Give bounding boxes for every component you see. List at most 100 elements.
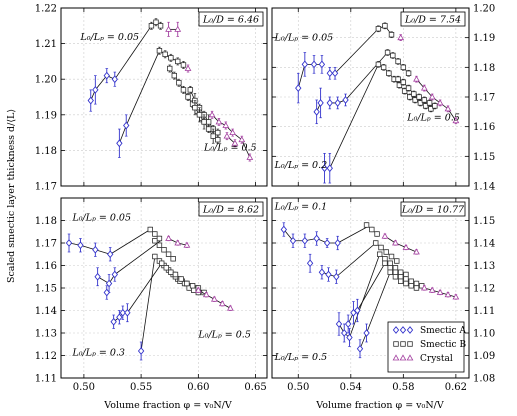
data-point xyxy=(375,61,382,68)
data-point xyxy=(289,236,297,245)
legend-marker xyxy=(393,341,399,347)
series-4-SmA xyxy=(335,312,353,347)
data-point xyxy=(77,241,84,250)
plot-area xyxy=(65,226,234,361)
data-point xyxy=(333,272,340,281)
data-point xyxy=(344,320,352,328)
data-point xyxy=(137,347,145,355)
data-point xyxy=(398,269,404,275)
data-point xyxy=(400,64,407,71)
transition-line xyxy=(337,226,367,244)
y-tick-label: 1.17 xyxy=(35,239,57,250)
data-point xyxy=(413,248,420,255)
y-tick-label: 1.09 xyxy=(473,351,495,362)
data-point xyxy=(168,269,174,275)
data-point xyxy=(184,64,192,71)
data-point xyxy=(124,308,131,317)
data-point xyxy=(215,129,221,136)
transition-line xyxy=(357,263,386,311)
data-point xyxy=(420,84,428,91)
legend-marker xyxy=(392,326,400,334)
data-point xyxy=(189,283,196,289)
data-point xyxy=(341,329,348,337)
data-point xyxy=(395,76,401,82)
data-point xyxy=(335,320,343,328)
panel-2: 1.14 1.15 1.16 1.17 1.18 1.19 1.20 L₀/Lₚ = 0.05… xyxy=(271,4,495,193)
data-point xyxy=(210,133,216,139)
data-point xyxy=(421,97,428,103)
data-point xyxy=(295,84,302,93)
grid xyxy=(61,7,267,187)
data-point xyxy=(378,244,384,251)
y-tick-label: 1.11 xyxy=(473,306,495,317)
data-point xyxy=(417,100,424,106)
data-point xyxy=(334,239,341,247)
y-tick-label: 1.15 xyxy=(473,216,495,227)
data-point xyxy=(202,291,210,298)
data-point xyxy=(452,293,460,300)
data-point xyxy=(408,278,414,284)
series-line xyxy=(97,274,116,285)
data-point xyxy=(94,272,101,281)
x-tick-label: 0.55 xyxy=(130,382,152,393)
data-point xyxy=(156,242,163,248)
annotation: L₀/Lₚ = 0.05 xyxy=(274,33,334,44)
x-axis-label-left: Volume fraction φ = v₀N/V xyxy=(103,400,232,411)
panel-label-box xyxy=(198,201,264,217)
data-point xyxy=(346,333,353,342)
panel-label: L₀/D = 8.62 xyxy=(202,205,259,216)
data-point xyxy=(382,256,388,262)
data-point xyxy=(428,106,434,112)
annotation: L₀/Lₚ = 0.2 xyxy=(274,160,328,171)
legend-marker xyxy=(392,354,400,361)
data-point xyxy=(165,251,172,257)
series-11-Cr xyxy=(413,75,460,125)
data-point xyxy=(165,234,172,241)
legend: Smectic A Smectic B Crystal xyxy=(387,321,466,373)
series-line xyxy=(359,332,367,349)
data-point xyxy=(180,87,187,93)
data-point xyxy=(223,132,231,139)
data-point xyxy=(392,265,399,271)
annotation: L₀/Lₚ = 0.5 xyxy=(274,352,328,363)
data-point xyxy=(161,247,167,253)
data-point xyxy=(192,104,198,111)
y-tick-label: 1.08 xyxy=(473,374,495,385)
data-point xyxy=(387,269,393,275)
series-2-SmA xyxy=(94,267,118,293)
series-10-Cr xyxy=(208,110,254,162)
y-tick-label: 1.17 xyxy=(35,182,57,193)
data-point xyxy=(397,34,405,41)
data-point xyxy=(116,313,123,322)
data-point xyxy=(428,93,436,100)
y-tick-label: 1.11 xyxy=(35,374,57,385)
transition-line xyxy=(110,229,151,255)
series-5-SmA xyxy=(344,298,361,334)
data-point xyxy=(413,285,420,291)
series-6-Cr xyxy=(184,64,192,73)
data-point xyxy=(436,288,444,295)
data-point xyxy=(376,251,383,257)
series-4-SmA xyxy=(110,303,131,329)
data-point xyxy=(363,329,370,337)
legend-entry: Smectic A xyxy=(392,326,466,336)
data-point xyxy=(413,75,420,82)
series-line xyxy=(384,235,417,253)
data-point xyxy=(354,306,361,315)
data-point xyxy=(387,260,393,266)
data-point xyxy=(416,94,422,100)
panel-label-box xyxy=(198,11,264,27)
data-point xyxy=(107,250,114,259)
data-point xyxy=(105,279,113,288)
y-tick-label: 1.22 xyxy=(35,4,57,15)
plot-area xyxy=(280,222,460,359)
data-point xyxy=(369,226,375,233)
data-point xyxy=(422,103,429,109)
data-point xyxy=(321,164,328,173)
series-line xyxy=(297,63,322,89)
data-point xyxy=(407,94,413,100)
data-point xyxy=(318,60,326,69)
data-point xyxy=(390,52,396,59)
data-point xyxy=(196,112,203,118)
data-point xyxy=(392,269,399,275)
